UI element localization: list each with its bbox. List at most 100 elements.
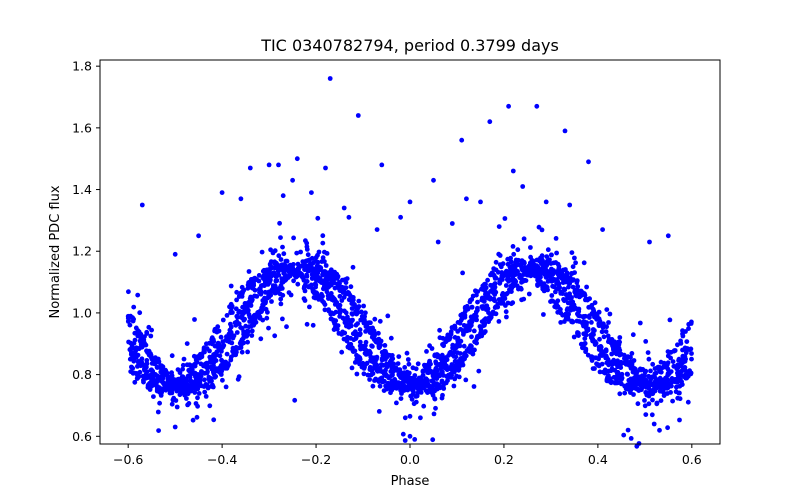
data-point [190, 417, 196, 423]
data-point [420, 369, 426, 374]
data-point [422, 363, 428, 369]
data-point [252, 275, 258, 281]
data-point [414, 393, 420, 399]
data-point [648, 368, 653, 374]
data-point [649, 412, 655, 418]
data-point [437, 327, 442, 333]
data-point [192, 390, 198, 395]
data-point [149, 361, 155, 366]
data-point [379, 357, 385, 363]
data-point [665, 233, 671, 239]
data-point [459, 137, 465, 143]
data-point [265, 309, 270, 315]
data-point [260, 268, 266, 274]
data-point [387, 352, 392, 358]
data-point [558, 320, 564, 325]
data-point [433, 365, 439, 371]
data-point [249, 328, 255, 334]
data-point [669, 383, 674, 389]
data-point [479, 295, 485, 301]
data-point [385, 313, 391, 319]
data-point [492, 292, 498, 297]
data-point [668, 355, 673, 361]
data-point [367, 377, 372, 382]
data-point [439, 352, 445, 358]
data-point [341, 205, 347, 211]
y-tick-label: 1.2 [72, 244, 92, 259]
data-point [540, 269, 546, 275]
data-point [413, 399, 419, 405]
data-point [457, 340, 462, 345]
data-point [452, 323, 458, 329]
data-point [475, 299, 480, 305]
data-point [574, 318, 580, 324]
data-point [394, 400, 399, 406]
data-point [461, 343, 467, 349]
data-point [665, 371, 671, 376]
data-point [600, 227, 605, 233]
data-point [597, 353, 603, 358]
data-point [654, 401, 660, 407]
data-point [449, 221, 455, 226]
data-point [135, 359, 141, 365]
data-point [246, 312, 252, 317]
data-point [209, 335, 215, 341]
data-point [488, 272, 493, 278]
data-point [274, 278, 280, 283]
data-point [357, 339, 363, 345]
data-point [374, 340, 380, 345]
data-point [269, 287, 275, 293]
data-point [133, 325, 139, 331]
data-point [471, 384, 477, 389]
data-point [349, 365, 355, 371]
data-point [350, 264, 356, 270]
data-point [217, 342, 223, 348]
data-point [266, 294, 272, 300]
data-point [600, 323, 605, 328]
data-point [338, 288, 343, 293]
data-point [555, 309, 561, 315]
data-point [211, 370, 216, 376]
data-point [497, 277, 503, 283]
data-point [500, 291, 506, 296]
data-point [244, 329, 250, 334]
data-point [196, 391, 202, 396]
data-point [353, 305, 359, 311]
data-point [432, 396, 438, 401]
data-point [452, 368, 457, 374]
data-point [345, 334, 350, 340]
data-point [455, 320, 461, 325]
data-point [361, 303, 366, 309]
data-point [333, 309, 339, 315]
data-point [313, 268, 319, 273]
data-point [353, 311, 359, 316]
data-point [248, 283, 254, 289]
data-point [239, 326, 245, 331]
data-point [415, 361, 421, 367]
data-point [622, 390, 628, 396]
data-point [564, 307, 570, 313]
data-point [562, 128, 568, 134]
data-point [586, 159, 591, 165]
data-point [646, 356, 652, 362]
data-point [585, 297, 590, 303]
data-point [344, 323, 349, 329]
data-point [217, 353, 223, 359]
data-point [134, 345, 139, 351]
data-point [519, 279, 524, 285]
data-point [216, 328, 222, 334]
data-point [322, 307, 328, 313]
data-point [612, 380, 618, 386]
data-point [400, 376, 406, 382]
data-point [212, 326, 218, 332]
data-point [309, 190, 314, 196]
data-point [625, 427, 631, 433]
data-point [637, 320, 643, 326]
data-point [468, 319, 474, 324]
data-point [357, 327, 363, 333]
data-point [396, 384, 402, 390]
data-point [526, 291, 532, 297]
data-point [382, 348, 387, 354]
data-point [551, 268, 556, 273]
data-point [287, 270, 293, 275]
